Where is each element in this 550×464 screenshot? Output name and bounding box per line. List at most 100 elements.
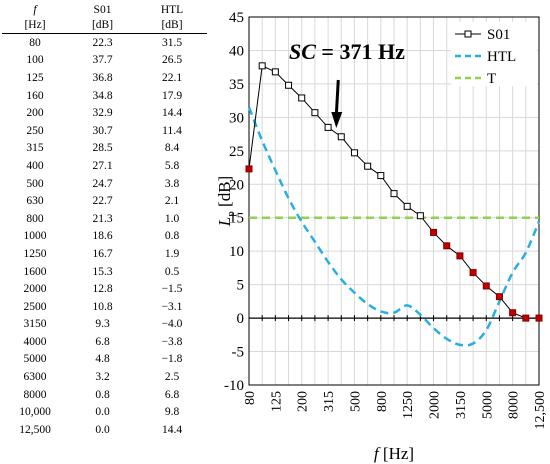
data-point-s01 (482, 282, 490, 290)
cell-frequency: 2000 (23, 283, 47, 296)
data-point-s01 (443, 242, 451, 250)
cell-frequency: 10,000 (19, 406, 51, 419)
cell-htl: 11.4 (162, 124, 182, 137)
table-row: 1000 18.6 0.8 (2, 228, 207, 246)
cell-s01: 18.6 (92, 230, 113, 243)
y-tick-label: -5 (232, 345, 245, 361)
cell-s01: 12.8 (92, 283, 113, 296)
annotation-sc: SC = 371 Hz (289, 39, 405, 64)
data-point-s01 (390, 190, 398, 198)
x-tick-label: 800 (375, 391, 390, 412)
unit-htl: [dB] (137, 17, 207, 34)
cell-s01: 21.3 (92, 212, 113, 225)
cell-htl: 6.8 (164, 388, 180, 401)
table-row: 800 21.3 1.0 (2, 210, 207, 228)
y-tick-label: 0 (237, 311, 245, 327)
table-row: 100 37.7 26.5 (2, 52, 207, 70)
cell-htl: 17.9 (161, 89, 183, 102)
table-row: 3150 9.3 −4.0 (2, 316, 207, 334)
unit-f: [Hz] (2, 17, 68, 34)
cell-s01: 24.7 (92, 177, 113, 190)
cell-frequency: 250 (26, 124, 44, 137)
table-row: 500 24.7 3.8 (2, 175, 207, 193)
x-tick-label: 80 (243, 391, 258, 405)
cell-frequency: 400 (26, 159, 44, 172)
x-tick-label: 1250 (401, 391, 416, 419)
y-tick-label: 30 (229, 110, 244, 126)
legend-marker-s01 (464, 30, 472, 38)
cell-s01: 27.1 (92, 159, 113, 172)
y-tick-label: 35 (229, 77, 244, 93)
data-point-s01 (311, 109, 319, 117)
data-point-s01 (245, 165, 253, 173)
cell-s01: 3.2 (95, 371, 110, 384)
cell-frequency: 1600 (23, 265, 47, 278)
cell-frequency: 630 (26, 195, 44, 208)
table-row: 200 32.9 14.4 (2, 104, 207, 122)
data-point-s01 (456, 252, 464, 260)
y-tick-label: -10 (224, 378, 244, 394)
y-tick-label: 5 (237, 278, 245, 294)
table-row: 80 22.3 31.5 (2, 34, 207, 52)
annotation-arrow-shaft (334, 79, 340, 117)
y-tick-label: 45 (229, 10, 244, 26)
y-axis-title: Lp [dB] (215, 176, 237, 227)
table-row: 1600 15.3 0.5 (2, 263, 207, 281)
cell-s01: 22.3 (92, 36, 113, 49)
table-row: 630 22.7 2.1 (2, 192, 207, 210)
col-header-htl: HTL (160, 3, 184, 16)
data-point-s01 (350, 149, 358, 157)
cell-htl: 22.1 (161, 71, 183, 84)
data-point-s01 (495, 293, 503, 301)
plot-frame (248, 16, 540, 386)
cell-htl: 8.4 (164, 142, 180, 155)
x-tick-label: 500 (348, 391, 363, 412)
data-table: f S01 HTL [Hz] [dB] [dB] 80 22.3 31.5 100 37… (2, 2, 207, 439)
data-point-s01 (337, 133, 345, 141)
cell-s01: 9.3 (95, 318, 110, 331)
cell-frequency: 2500 (23, 300, 47, 313)
table-row: 400 27.1 5.8 (2, 157, 207, 175)
cell-htl: −3.1 (161, 300, 183, 313)
data-point-s01 (416, 212, 424, 220)
table-row: 1250 16.7 1.9 (2, 245, 207, 263)
cell-frequency: 80 (29, 36, 41, 49)
table-row: 250 30.7 11.4 (2, 122, 207, 140)
cell-s01: 16.7 (92, 247, 113, 260)
cell-htl: 2.5 (164, 371, 180, 384)
table-row: 8000 0.8 6.8 (2, 386, 207, 404)
data-point-s01 (271, 68, 279, 76)
x-tick-label: 3150 (454, 391, 469, 419)
cell-s01: 22.7 (92, 195, 113, 208)
data-point-s01 (298, 94, 306, 102)
cell-frequency: 5000 (23, 353, 47, 366)
table-row: 160 34.8 17.9 (2, 87, 207, 105)
data-point-s01 (522, 314, 530, 322)
cell-htl: 5.8 (164, 159, 180, 172)
legend-label-htl: HTL (487, 49, 516, 65)
annotation-arrow-head (331, 112, 343, 128)
cell-htl: 0.8 (164, 230, 180, 243)
cell-htl: 26.5 (161, 54, 183, 67)
cell-htl: 14.4 (161, 423, 183, 436)
cell-htl: 0.5 (164, 265, 180, 278)
cell-htl: −1.8 (161, 353, 183, 366)
cell-frequency: 6300 (23, 371, 47, 384)
table-row: 6300 3.2 2.5 (2, 368, 207, 386)
cell-frequency: 3150 (23, 318, 47, 331)
x-tick-label: 5000 (480, 391, 495, 419)
cell-htl: 14.4 (161, 107, 183, 120)
x-tick-label: 200 (296, 391, 311, 412)
table-row: 315 28.5 8.4 (2, 140, 207, 158)
legend-label-t: T (487, 71, 496, 87)
cell-frequency: 1250 (23, 247, 47, 260)
x-axis-title: f [Hz] (374, 444, 414, 463)
data-point-s01 (364, 162, 372, 170)
table-row: 10,000 0.0 9.8 (2, 403, 207, 421)
y-tick-label: 25 (229, 144, 244, 160)
cell-htl: 9.8 (164, 406, 180, 419)
cell-frequency: 125 (26, 71, 44, 84)
unit-s01: [dB] (68, 17, 137, 34)
cell-frequency: 315 (26, 142, 44, 155)
cell-htl: 1.0 (164, 212, 180, 225)
